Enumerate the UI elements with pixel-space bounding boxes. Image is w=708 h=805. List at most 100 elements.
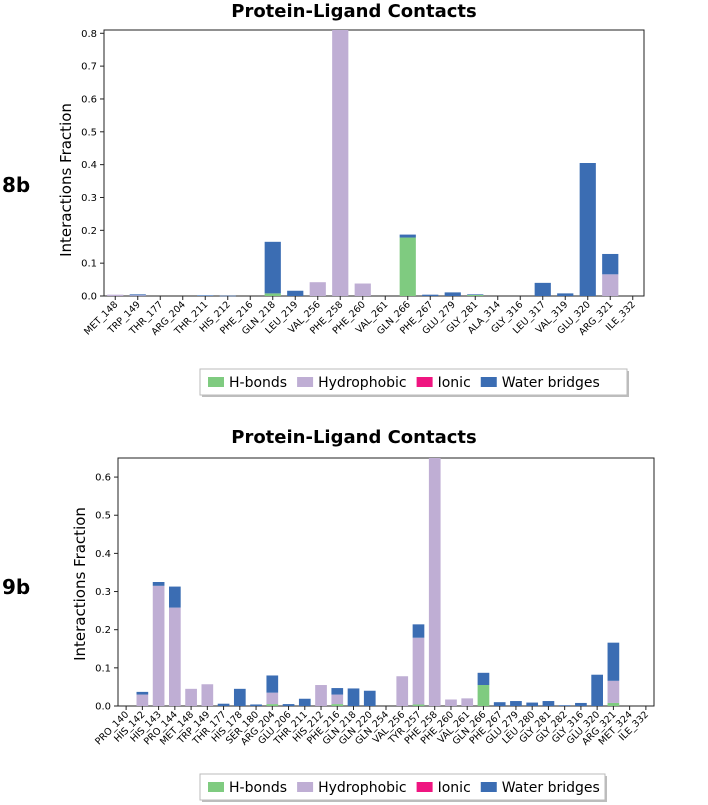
bar-stack-group bbox=[107, 30, 619, 297]
bar-segment-water-bridges bbox=[129, 294, 146, 296]
bar-segment-water-bridges bbox=[526, 702, 539, 706]
bar-segment-h-bonds bbox=[477, 685, 490, 706]
bar-segment-hydrophobic bbox=[201, 684, 214, 706]
bar-segment-hydrophobic bbox=[332, 30, 349, 296]
bar-segment-hydrophobic bbox=[461, 698, 474, 706]
legend: H-bonds Hydrophobic Ionic Water bridges bbox=[199, 368, 629, 397]
bar-segment-water-bridges bbox=[557, 293, 574, 296]
y-axis-ticks: 0.0 0.1 0.2 0.3 0.4 0.5 0.6 bbox=[95, 473, 118, 713]
bar-segment-hydrophobic bbox=[169, 607, 181, 706]
bar-segment-h-bonds bbox=[412, 704, 425, 706]
legend-swatch bbox=[208, 377, 224, 387]
legend-box bbox=[199, 368, 628, 396]
bar-segment-water-bridges bbox=[591, 674, 603, 706]
bar-segment-water-bridges bbox=[534, 282, 551, 296]
bar-segment-water-bridges bbox=[264, 241, 281, 294]
bar-segment-water-bridges bbox=[197, 295, 214, 296]
y-tick-label: 0.5 bbox=[81, 127, 97, 138]
bar-segment-water-bridges bbox=[477, 672, 490, 686]
bar-segment-water-bridges bbox=[169, 586, 181, 608]
legend-swatch bbox=[480, 377, 497, 387]
plot-frame bbox=[117, 457, 655, 707]
legend-swatch bbox=[416, 782, 433, 792]
bar-segment-h-bonds bbox=[266, 704, 279, 706]
bar-segment-water-bridges bbox=[399, 234, 416, 238]
y-tick-label: 0.0 bbox=[95, 702, 111, 713]
y-tick-label: 0.6 bbox=[95, 473, 111, 484]
panel-9b: Protein-Ligand Contacts 9b Interactions … bbox=[2, 427, 655, 802]
y-axis-ticks: 0.0 0.1 0.2 0.3 0.4 0.5 0.6 0.7 0.8 bbox=[81, 29, 104, 303]
bar-segment-hydrophobic bbox=[396, 676, 409, 706]
legend-swatch bbox=[416, 377, 433, 387]
y-tick-label: 0.1 bbox=[81, 259, 97, 270]
bar-segment-hydrophobic bbox=[107, 294, 124, 296]
panel-8b: Protein-Ligand Contacts 8b Interactions … bbox=[2, 1, 645, 397]
bar-segment-hydrophobic bbox=[445, 699, 457, 706]
y-tick-label: 0.6 bbox=[81, 94, 97, 105]
bar-segment-h-bonds bbox=[331, 704, 344, 706]
y-tick-label: 0.4 bbox=[95, 549, 111, 560]
legend-label: Hydrophobic bbox=[318, 780, 407, 796]
legend-swatch bbox=[480, 782, 497, 792]
y-tick-label: 0.3 bbox=[81, 193, 97, 204]
y-tick-label: 0.5 bbox=[95, 511, 111, 522]
plot-area bbox=[117, 457, 655, 707]
bar-segment-water-bridges bbox=[233, 688, 246, 706]
y-tick-label: 0.4 bbox=[81, 160, 97, 171]
bar-segment-h-bonds bbox=[399, 237, 416, 296]
y-tick-label: 0.8 bbox=[81, 29, 97, 40]
legend-label: Hydrophobic bbox=[318, 375, 407, 391]
bar-segment-water-bridges bbox=[331, 688, 344, 695]
plot-area bbox=[103, 29, 645, 297]
bar-segment-hydrophobic bbox=[331, 694, 344, 705]
y-tick-label: 0.2 bbox=[95, 625, 111, 636]
bar-segment-water-bridges bbox=[510, 701, 522, 706]
plot-frame bbox=[103, 29, 645, 297]
legend-swatch bbox=[297, 782, 314, 792]
bar-segment-water-bridges bbox=[347, 688, 360, 706]
x-axis-ticks: PRO_140HIS_142HIS_143PRO_144MET_148TRP_1… bbox=[93, 706, 651, 748]
bar-segment-h-bonds bbox=[264, 293, 281, 296]
bar-segment-hydrophobic bbox=[136, 694, 149, 706]
legend-label: H-bonds bbox=[229, 780, 287, 796]
bar-segment-water-bridges bbox=[493, 702, 506, 706]
bar-segment-water-bridges bbox=[467, 294, 484, 296]
bar-segment-hydrophobic bbox=[428, 458, 441, 706]
bar-segment-hydrophobic bbox=[152, 585, 165, 706]
bar-segment-water-bridges bbox=[575, 702, 587, 706]
bar-segment-water-bridges bbox=[217, 703, 230, 706]
bar-segment-water-bridges bbox=[136, 691, 149, 695]
y-tick-label: 0.3 bbox=[95, 587, 111, 598]
legend-label: Water bridges bbox=[502, 780, 600, 796]
bar-segment-hydrophobic bbox=[185, 688, 197, 706]
bar-segment-water-bridges bbox=[444, 292, 461, 296]
chart-title: Protein-Ligand Contacts bbox=[231, 1, 476, 22]
bar-segment-hydrophobic bbox=[266, 692, 279, 705]
y-tick-label: 0.1 bbox=[95, 663, 111, 674]
bar-segment-water-bridges bbox=[250, 704, 262, 706]
bar-segment-water-bridges bbox=[579, 163, 596, 296]
bar-segment-hydrophobic bbox=[129, 295, 146, 296]
bar-segment-h-bonds bbox=[607, 702, 620, 706]
y-tick-label: 0.2 bbox=[81, 226, 97, 237]
bar-segment-water-bridges bbox=[219, 295, 236, 297]
panel-label: 9b bbox=[2, 575, 30, 599]
legend-swatch bbox=[297, 377, 314, 387]
bar-stack-group bbox=[136, 458, 620, 706]
bar-segment-hydrophobic bbox=[354, 283, 371, 296]
bar-segment-water-bridges bbox=[282, 704, 295, 706]
bar-segment-water-bridges bbox=[607, 642, 620, 681]
legend-label: Water bridges bbox=[502, 375, 600, 391]
chart-title: Protein-Ligand Contacts bbox=[231, 427, 476, 448]
bar-segment-water-bridges bbox=[602, 253, 619, 275]
bar-segment-hydrophobic bbox=[412, 637, 425, 705]
bar-segment-water-bridges bbox=[542, 701, 555, 706]
legend-label: Ionic bbox=[438, 375, 471, 391]
bar-segment-water-bridges bbox=[298, 698, 311, 706]
legend-label: Ionic bbox=[438, 780, 471, 796]
bar-segment-water-bridges bbox=[266, 675, 279, 693]
legend: H-bonds Hydrophobic Ionic Water bridges bbox=[199, 773, 607, 802]
bar-segment-water-bridges bbox=[363, 690, 376, 706]
x-axis-ticks: MET_148TRP_149THR_177ARG_204THR_211HIS_2… bbox=[82, 296, 638, 338]
